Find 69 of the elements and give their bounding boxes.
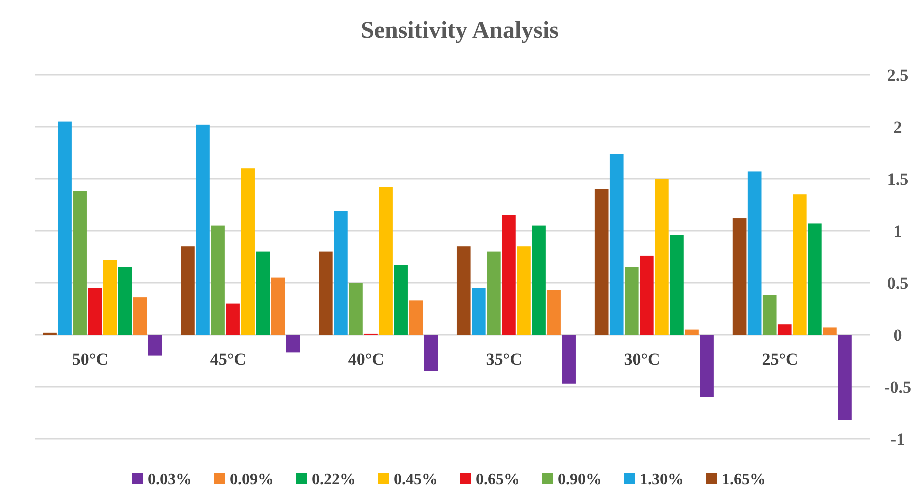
bar xyxy=(211,226,225,335)
bar xyxy=(610,154,624,335)
bar xyxy=(148,335,162,356)
bar xyxy=(640,256,654,335)
bar xyxy=(472,288,486,335)
bar xyxy=(286,335,300,353)
y-tick-label: 2 xyxy=(894,118,902,137)
bar xyxy=(241,168,255,335)
bar xyxy=(88,288,102,335)
bar xyxy=(319,252,333,335)
x-tick-label: 35°C xyxy=(486,350,522,369)
bar xyxy=(409,300,423,335)
bar xyxy=(624,267,639,335)
bar xyxy=(226,304,240,335)
bar xyxy=(594,189,609,335)
bar xyxy=(670,235,684,335)
x-tick-label: 40°C xyxy=(348,350,384,369)
bar xyxy=(517,246,531,335)
bar xyxy=(196,124,210,335)
bar xyxy=(349,283,363,335)
bar xyxy=(133,298,148,335)
y-tick-label: -1 xyxy=(890,430,906,449)
bar xyxy=(748,172,762,335)
y-tick-label: 1.5 xyxy=(887,170,909,189)
x-tick-label: 45°C xyxy=(210,350,246,369)
bar xyxy=(685,330,699,335)
y-tick-label: 0 xyxy=(894,326,902,345)
bar xyxy=(181,246,195,335)
legend-label: 1.30% xyxy=(640,472,684,489)
bar xyxy=(838,335,852,420)
x-tick-label: 25°C xyxy=(762,350,798,369)
bar xyxy=(456,246,471,335)
bar xyxy=(778,324,792,335)
bar xyxy=(547,290,561,335)
legend-label: 0.45% xyxy=(394,472,438,489)
bar xyxy=(334,211,348,335)
bar xyxy=(502,215,516,335)
bar xyxy=(532,226,546,335)
chart-title: Sensitivity Analysis xyxy=(360,18,560,44)
y-tick-label: -0.5 xyxy=(884,378,912,397)
bar xyxy=(118,267,132,335)
legend-label: 0.22% xyxy=(312,472,356,489)
bar xyxy=(73,191,87,335)
bar xyxy=(271,278,286,335)
bar xyxy=(732,218,747,335)
y-tick-label: 1 xyxy=(894,222,902,241)
bar xyxy=(424,335,438,372)
bar xyxy=(394,265,408,335)
legend-label: 1.65% xyxy=(722,472,766,489)
bar xyxy=(103,260,118,335)
bar xyxy=(655,179,669,335)
bar xyxy=(793,194,807,335)
bar xyxy=(562,335,576,384)
bar xyxy=(379,187,393,335)
legend-label: 0.90% xyxy=(558,472,602,489)
bar xyxy=(700,335,714,398)
bar xyxy=(256,252,270,335)
legend-label: 0.03% xyxy=(148,472,192,489)
bar xyxy=(487,252,501,335)
y-tick-label: 2.5 xyxy=(887,66,909,85)
legend-label: 0.65% xyxy=(476,472,520,489)
bar xyxy=(808,224,822,335)
bar xyxy=(823,328,837,335)
bar xyxy=(762,295,777,335)
y-tick-label: 0.5 xyxy=(887,274,909,293)
bar xyxy=(58,122,72,335)
x-tick-label: 50°C xyxy=(72,350,108,369)
legend-label: 0.09% xyxy=(230,472,274,489)
x-tick-label: 30°C xyxy=(624,350,660,369)
